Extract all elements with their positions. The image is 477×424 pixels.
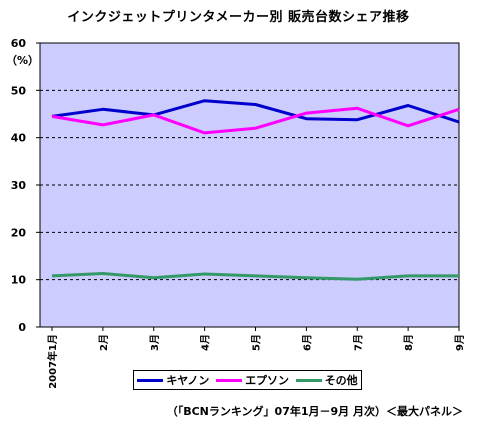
series-line-エプソン — [51, 106, 460, 135]
x-tick-label: 2月 — [98, 334, 110, 351]
x-tick-label: 8月 — [403, 334, 415, 351]
y-tick-label: 20 — [11, 226, 27, 239]
x-tick-label: 5月 — [251, 334, 263, 351]
x-tick-label: 2007年1月 — [46, 334, 59, 389]
legend-swatch — [295, 378, 322, 382]
y-tick-label: 0 — [18, 321, 26, 334]
x-tick-label: 6月 — [301, 334, 313, 351]
x-tick-label: 7月 — [352, 334, 364, 351]
legend: キヤノン エプソン その他 — [133, 370, 362, 390]
legend-swatch — [216, 378, 243, 382]
series-lines — [51, 99, 460, 281]
series-line-その他 — [51, 272, 459, 281]
legend-swatch — [137, 378, 164, 382]
gridlines — [40, 89, 459, 281]
y-tick-label: 60 — [11, 37, 27, 50]
x-axis-ticks: 2007年1月 2月 3月 4月 5月 6月 7月 8月 9月 — [46, 327, 466, 389]
x-tick-label: 9月 — [454, 334, 466, 351]
x-tick-label: 4月 — [200, 334, 212, 351]
legend-item: キヤノン — [137, 372, 209, 388]
y-axis-unit-label: （%） — [6, 54, 40, 67]
y-axis-ticks: 0 10 20 30 40 50 60 — [11, 37, 40, 334]
chart-title: インクジェットプリンタメーカー別 販売台数シェア推移 — [67, 10, 410, 25]
x-tick-label: 3月 — [149, 334, 161, 351]
legend-label: キヤノン — [166, 374, 210, 387]
series-line-キヤノン — [51, 99, 460, 124]
y-tick-label: 30 — [11, 179, 27, 192]
y-tick-label: 50 — [11, 84, 27, 97]
y-tick-label: 40 — [11, 132, 27, 145]
legend-item: エプソン — [216, 372, 289, 388]
source-note: （「BCNランキング」07年1月－9月 月次）＜最大パネル＞ — [166, 405, 463, 418]
legend-label: エプソン — [245, 374, 290, 387]
legend-label: その他 — [324, 374, 358, 387]
legend-item: その他 — [295, 372, 358, 388]
y-tick-label: 10 — [11, 274, 27, 287]
